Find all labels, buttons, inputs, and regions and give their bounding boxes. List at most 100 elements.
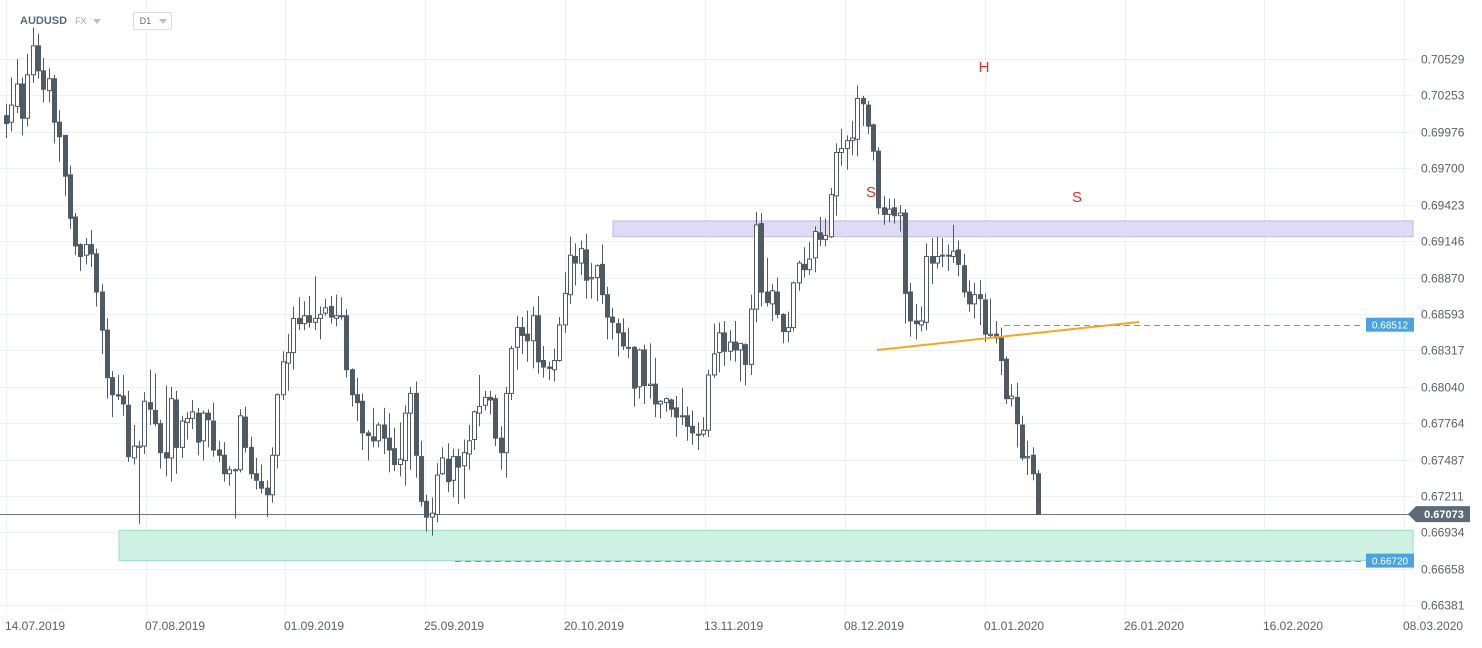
- candle-bullish[interactable]: [749, 308, 754, 365]
- candle-bearish[interactable]: [962, 265, 967, 293]
- candle-bearish[interactable]: [94, 253, 99, 293]
- candle-bullish[interactable]: [898, 212, 903, 217]
- candle-bearish[interactable]: [1004, 358, 1009, 400]
- candle-bullish[interactable]: [477, 406, 482, 414]
- candle-bullish[interactable]: [988, 333, 993, 336]
- candle-bullish[interactable]: [302, 315, 307, 325]
- support-zone[interactable]: [118, 529, 1414, 562]
- candle-bullish[interactable]: [313, 317, 318, 323]
- candle-bearish[interactable]: [690, 425, 695, 434]
- candle-bearish[interactable]: [642, 349, 647, 387]
- candle-bullish[interactable]: [137, 445, 142, 448]
- candle-bullish[interactable]: [291, 317, 296, 354]
- candle-bearish[interactable]: [967, 291, 972, 305]
- candle-bullish[interactable]: [823, 234, 828, 240]
- candle-bullish[interactable]: [563, 292, 568, 326]
- candle-bullish[interactable]: [483, 396, 488, 406]
- candle-bearish[interactable]: [621, 332, 626, 347]
- candle-bullish[interactable]: [430, 512, 435, 518]
- candle-bearish[interactable]: [536, 315, 541, 363]
- candle-bearish[interactable]: [110, 377, 115, 396]
- candle-bearish[interactable]: [525, 333, 530, 342]
- candle-bearish[interactable]: [743, 344, 748, 365]
- candle-bullish[interactable]: [376, 424, 381, 442]
- candle-bullish[interactable]: [275, 394, 280, 456]
- candle-bullish[interactable]: [15, 83, 20, 107]
- candle-bearish[interactable]: [722, 332, 727, 352]
- price-tag[interactable]: [1366, 553, 1414, 568]
- candle-bullish[interactable]: [797, 262, 802, 284]
- candle-bearish[interactable]: [882, 207, 887, 215]
- candle-bearish[interactable]: [674, 407, 679, 418]
- candle-bearish[interactable]: [392, 448, 397, 466]
- candle-bullish[interactable]: [334, 315, 339, 319]
- candle-bullish[interactable]: [180, 420, 185, 448]
- candle-bearish[interactable]: [211, 420, 216, 451]
- candle-bullish[interactable]: [233, 469, 238, 472]
- candle-bullish[interactable]: [238, 415, 243, 471]
- candle-bullish[interactable]: [281, 361, 286, 396]
- candle-bullish[interactable]: [754, 224, 759, 310]
- candle-bullish[interactable]: [1025, 456, 1030, 459]
- candle-bullish[interactable]: [323, 307, 328, 314]
- candle-bearish[interactable]: [892, 207, 897, 217]
- candle-bearish[interactable]: [488, 396, 493, 401]
- candle-bearish[interactable]: [610, 316, 615, 323]
- candle-bearish[interactable]: [1020, 424, 1025, 459]
- candle-bearish[interactable]: [866, 104, 871, 127]
- candle-bullish[interactable]: [509, 348, 514, 394]
- candle-bearish[interactable]: [616, 323, 621, 334]
- candle-bearish[interactable]: [499, 437, 504, 454]
- candle-bearish[interactable]: [573, 255, 578, 264]
- candle-bearish[interactable]: [105, 329, 110, 379]
- candle-bearish[interactable]: [265, 487, 270, 496]
- candle-bullish[interactable]: [855, 98, 860, 140]
- candle-bearish[interactable]: [196, 412, 201, 443]
- candle-bearish[interactable]: [249, 446, 254, 475]
- candle-bullish[interactable]: [190, 411, 195, 419]
- candle-bearish[interactable]: [116, 394, 121, 397]
- candle-bearish[interactable]: [733, 341, 738, 351]
- candle-bullish[interactable]: [595, 265, 600, 279]
- candle-bullish[interactable]: [680, 415, 685, 418]
- candle-bullish[interactable]: [467, 440, 472, 455]
- candle-bullish[interactable]: [813, 230, 818, 259]
- candle-bearish[interactable]: [73, 216, 78, 247]
- candle-bearish[interactable]: [78, 244, 83, 257]
- candle-bearish[interactable]: [41, 70, 46, 90]
- candle-bearish[interactable]: [254, 473, 259, 481]
- candle-bullish[interactable]: [658, 400, 663, 405]
- candle-bullish[interactable]: [25, 74, 30, 119]
- candle-bullish[interactable]: [286, 352, 291, 364]
- candle-bullish[interactable]: [626, 346, 631, 349]
- candle-bullish[interactable]: [786, 327, 791, 333]
- candle-bearish[interactable]: [217, 449, 222, 456]
- candle-bearish[interactable]: [759, 223, 764, 293]
- candle-bearish[interactable]: [956, 249, 961, 265]
- candle-bearish[interactable]: [775, 291, 780, 315]
- candle-bullish[interactable]: [504, 392, 509, 454]
- candle-bearish[interactable]: [158, 423, 163, 454]
- candle-bearish[interactable]: [307, 315, 312, 323]
- candle-bearish[interactable]: [36, 45, 41, 72]
- candle-bullish[interactable]: [728, 341, 733, 352]
- candle-bullish[interactable]: [557, 324, 562, 361]
- candle-bearish[interactable]: [669, 399, 674, 410]
- candle-bearish[interactable]: [978, 294, 983, 300]
- candle-bullish[interactable]: [9, 104, 14, 123]
- candle-bullish[interactable]: [850, 137, 855, 142]
- candle-bearish[interactable]: [52, 78, 57, 123]
- candle-bullish[interactable]: [664, 398, 669, 404]
- candle-bullish[interactable]: [951, 250, 956, 257]
- candle-bearish[interactable]: [983, 299, 988, 335]
- price-tag[interactable]: [1366, 317, 1414, 332]
- candle-bearish[interactable]: [100, 291, 105, 331]
- candle-bullish[interactable]: [169, 398, 174, 459]
- candle-bullish[interactable]: [515, 327, 520, 348]
- candle-bearish[interactable]: [126, 404, 131, 458]
- candle-bearish[interactable]: [259, 481, 264, 489]
- candle-bullish[interactable]: [887, 208, 892, 215]
- candle-bullish[interactable]: [701, 429, 706, 435]
